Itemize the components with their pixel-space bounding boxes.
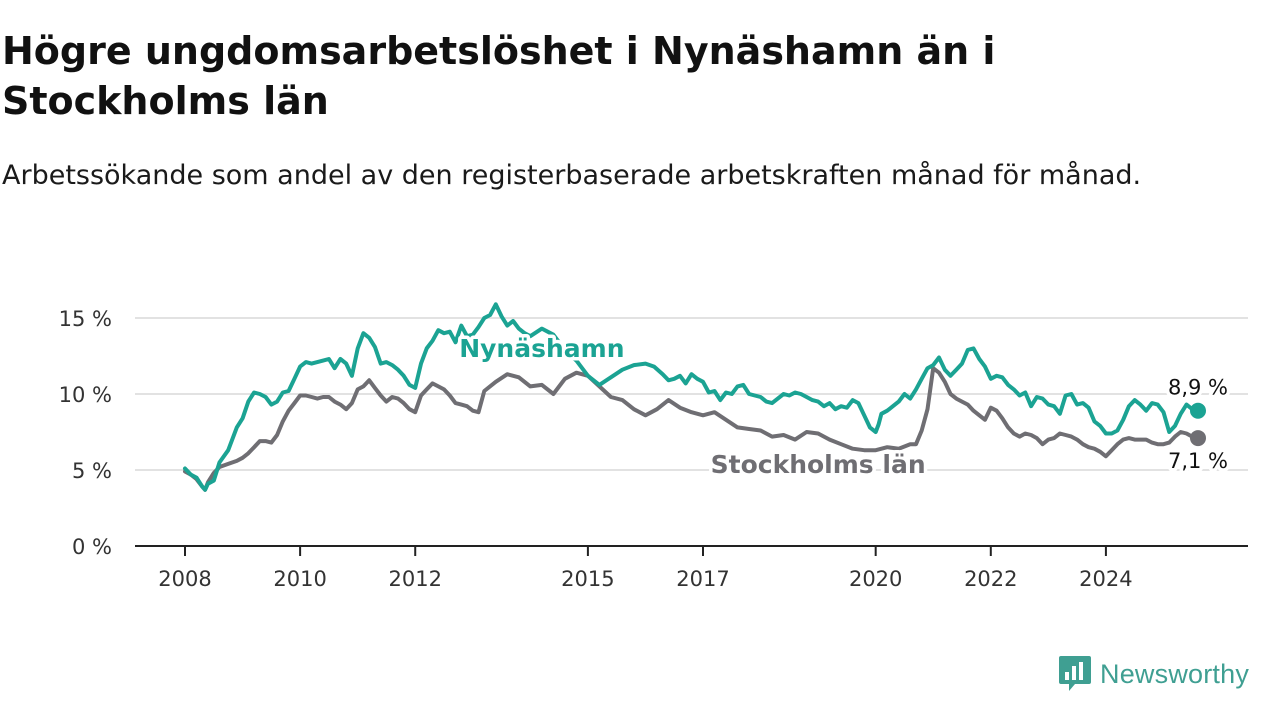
end-value-label-nynashamn: 8,9 % bbox=[1168, 376, 1228, 400]
x-tick-label: 2017 bbox=[676, 567, 729, 591]
gridlines bbox=[135, 317, 1248, 471]
end-marker-nynashamn bbox=[1190, 402, 1206, 419]
series-label-stockholms-lan: Stockholms län bbox=[711, 450, 926, 479]
chart-title: Högre ungdomsarbetslöshet i Nynäshamn än… bbox=[2, 29, 996, 123]
x-axis: 2008 2010 2012 2015 2017 2020 2022 2024 bbox=[135, 545, 1248, 591]
series-line-stockholms-lan bbox=[183, 366, 1200, 492]
y-tick-label: 0 % bbox=[72, 535, 112, 559]
x-tick-label: 2022 bbox=[964, 567, 1017, 591]
series-lines bbox=[183, 302, 1206, 492]
x-tick-label: 2012 bbox=[389, 567, 442, 591]
x-tick-label: 2020 bbox=[849, 567, 902, 591]
y-tick-label: 5 % bbox=[72, 459, 112, 483]
series-line-nynashamn bbox=[183, 302, 1200, 492]
end-value-label-stockholms-lan: 7,1 % bbox=[1168, 449, 1228, 473]
chart-subtitle: Arbetssökande som andel av den registerb… bbox=[2, 160, 1142, 191]
x-tick-label: 2015 bbox=[561, 567, 614, 591]
y-tick-label: 15 % bbox=[59, 307, 112, 331]
y-tick-label: 10 % bbox=[59, 383, 112, 407]
x-tick-label: 2010 bbox=[273, 567, 326, 591]
newsworthy-logo-text: Newsworthy bbox=[1100, 658, 1250, 689]
end-marker-stockholms-lan bbox=[1190, 430, 1206, 447]
series-label-nynashamn: Nynäshamn bbox=[459, 334, 624, 363]
x-tick-label: 2008 bbox=[158, 567, 211, 591]
y-axis-ticks: 0 % 5 % 10 % 15 % bbox=[59, 307, 112, 559]
x-tick-label: 2024 bbox=[1079, 567, 1132, 591]
series-labels: Nynäshamn Stockholms län 8,9 % 7,1 % bbox=[456, 330, 1232, 482]
newsworthy-logo: Newsworthy bbox=[1058, 654, 1249, 694]
newsworthy-logo-icon bbox=[1059, 656, 1091, 691]
